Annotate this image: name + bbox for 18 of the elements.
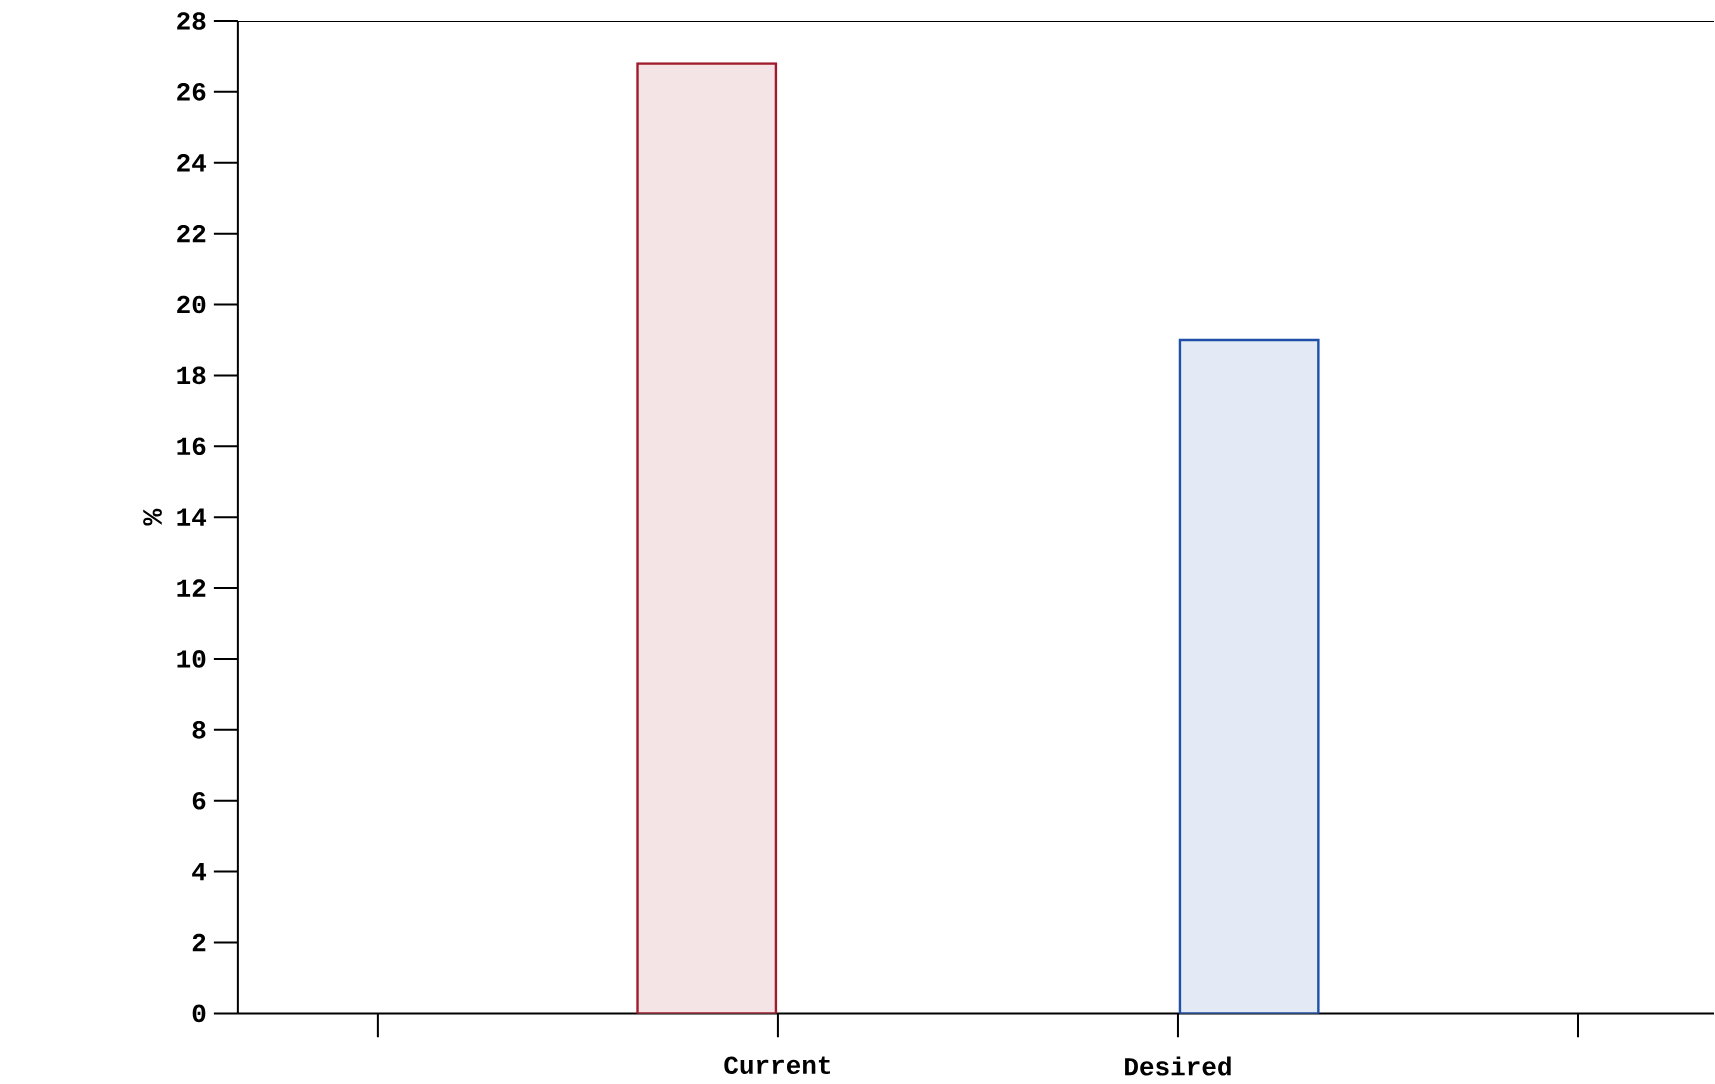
y-axis-title: %: [143, 508, 162, 526]
y-tick-label: 28: [177, 11, 206, 30]
y-tick-label: 12: [177, 579, 206, 597]
y-tick-label: 10: [177, 649, 206, 668]
x-tick-label: Current: [724, 1056, 831, 1074]
y-tick-label: 14: [177, 508, 207, 526]
y-tick-label: 20: [177, 295, 206, 314]
y-tick-label: 4: [192, 862, 207, 880]
y-tick-label: 2: [192, 933, 206, 952]
y-tick-label: 6: [192, 791, 206, 810]
y-tick-label: 22: [177, 224, 206, 243]
y-tick-label: 0: [192, 1004, 206, 1023]
y-tick-label: 8: [192, 720, 206, 739]
y-tick-label: 16: [177, 437, 206, 455]
y-tick-label: 26: [177, 82, 206, 101]
y-tick-label: 24: [177, 153, 207, 172]
x-tick-label: Desired: [1125, 1056, 1231, 1076]
y-tick-label: 18: [177, 366, 206, 385]
